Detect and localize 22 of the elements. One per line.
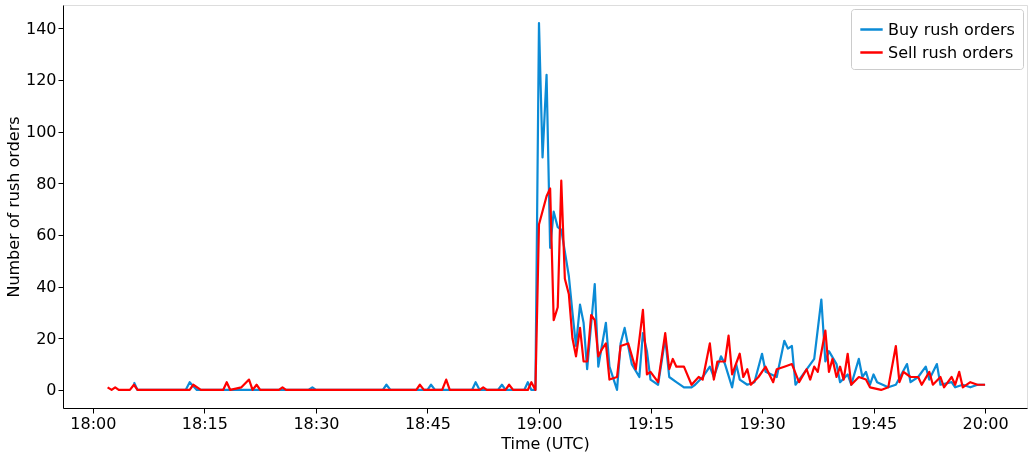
x-tick-label: 18:30 [293, 413, 340, 433]
x-tick-label: 19:00 [516, 413, 563, 433]
x-tick-label: 18:00 [70, 413, 117, 433]
y-tick-label: 60 [36, 225, 57, 245]
x-tick-label: 18:15 [181, 413, 228, 433]
y-tick-label: 80 [36, 173, 57, 193]
line-series [106, 179, 987, 392]
x-tick-label: 20:00 [962, 413, 1009, 433]
x-tick-label: 19:15 [627, 413, 675, 433]
legend-label: Buy rush orders [888, 19, 1015, 39]
legend-label: Sell rush orders [888, 42, 1014, 62]
x-tick-label: 18:45 [404, 413, 452, 433]
y-tick-label: 120 [25, 70, 57, 90]
x-tick-label: 19:45 [850, 413, 898, 433]
x-axis-title: Time (UTC) [500, 433, 590, 453]
y-tick-label: 0 [46, 380, 57, 400]
y-axis-title: Number of rush orders [3, 116, 23, 298]
y-tick-label: 40 [36, 277, 57, 297]
x-tick-label: 19:30 [739, 413, 786, 433]
y-tick-label: 20 [36, 328, 57, 348]
y-tick-label: 140 [25, 18, 57, 38]
y-tick-label: 100 [25, 122, 57, 142]
